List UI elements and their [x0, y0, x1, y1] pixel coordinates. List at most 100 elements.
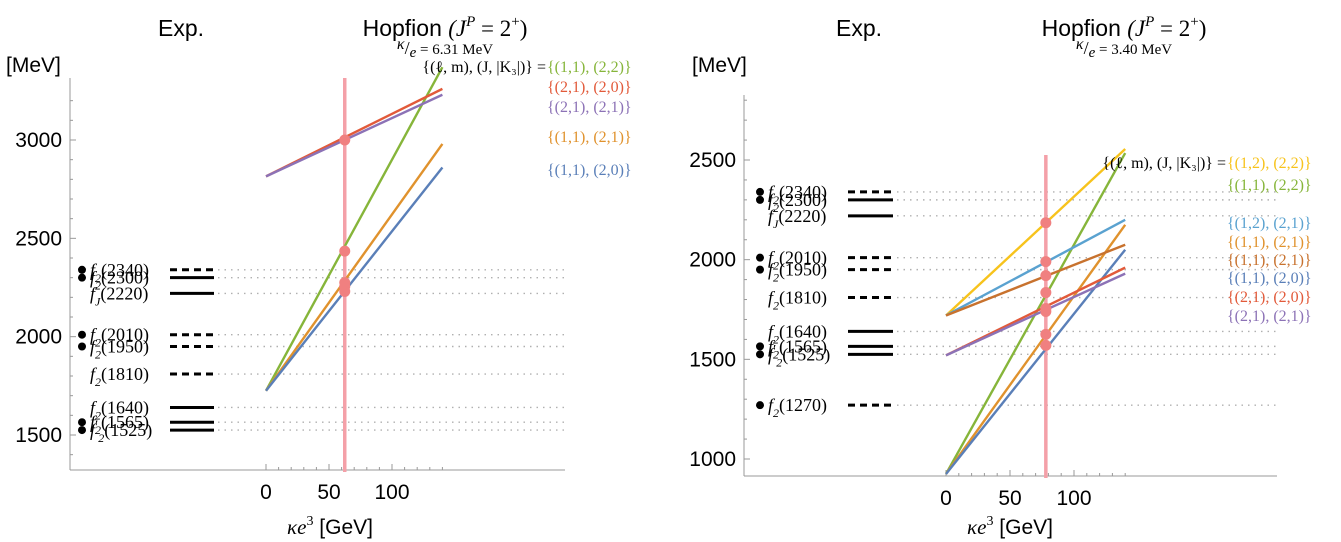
exp-state-label: f2(1270) [768, 395, 827, 420]
exp-state-mass: (1950) [779, 260, 827, 281]
legend-entry: {(2,1), (2,0)} [547, 79, 632, 96]
series-line [266, 95, 442, 177]
exp-bullet [78, 331, 86, 339]
exp-bullet [78, 418, 86, 426]
chart-title: Hopfion (JP = 2+) [363, 14, 528, 41]
exp-state-mass: (1525) [104, 420, 152, 441]
exp-state-mass: (1525) [782, 344, 830, 365]
exp-bullet [78, 343, 86, 351]
x-axis-label-math: κe [967, 515, 986, 539]
exp-bullet [78, 274, 86, 282]
x-axis-label-math: κe [287, 515, 306, 539]
exp-bullet [78, 426, 86, 434]
series-line [946, 149, 1125, 315]
x-axis-label: κe3 [GeV] [967, 514, 1053, 539]
y-tick-label: 2000 [689, 249, 736, 272]
exp-state-mass: (1270) [779, 395, 827, 416]
series-line [946, 250, 1125, 474]
legend-entry: {(1,2), (2,2)} [1227, 155, 1312, 172]
chart-title-sup: + [1190, 14, 1198, 30]
y-tick-label: 2000 [15, 326, 62, 349]
chart-title-math-end: = 2 [1154, 16, 1190, 41]
series-line [266, 144, 442, 391]
x-tick-label: 100 [374, 481, 409, 504]
exp-header: Exp. [836, 15, 882, 41]
fit-marker [1040, 306, 1051, 317]
exp-bullet [756, 401, 764, 409]
exp-bullet [756, 196, 764, 204]
y-tick-label: 2500 [15, 227, 62, 250]
x-tick-label: 0 [260, 481, 272, 504]
fit-marker [339, 246, 350, 257]
series-line [266, 67, 442, 391]
y-tick-label: 3000 [15, 129, 62, 152]
chart-title-sup: P [465, 14, 475, 30]
chart-title-sup: + [511, 14, 519, 30]
fit-marker [1040, 217, 1051, 228]
legend-entry: {(1,2), (2,1)} [1227, 215, 1312, 232]
x-axis-label-unit: [GeV] [313, 516, 373, 539]
series-line [946, 274, 1125, 356]
x-tick-label: 0 [940, 487, 952, 510]
legend-entry: {(1,1), (2,1)} [1227, 234, 1312, 251]
fit-marker [1040, 270, 1051, 281]
x-axis-label: κe3 [GeV] [287, 514, 373, 539]
fit-marker [339, 135, 350, 146]
ratio-value: = 6.31 MeV [416, 42, 493, 58]
x-tick-label: 50 [998, 487, 1021, 510]
chart-title: Hopfion (JP = 2+) [1042, 14, 1207, 41]
legend-entry: {(2,1), (2,1)} [547, 99, 632, 116]
legend-entry: {(1,1), (2,1)} [1227, 252, 1312, 269]
fit-marker [1040, 329, 1051, 340]
panel-left: 1500 2000 2500 3000 0 50 100 [MeV] κe3 [GeV] Exp.… [6, 14, 632, 539]
exp-state-mass: (1810) [101, 364, 149, 385]
exp-header: Exp. [158, 15, 204, 41]
y-tick-label: 2500 [689, 149, 736, 172]
chart-title-math-end: = 2 [475, 16, 511, 41]
y-tick-label: 1500 [15, 424, 62, 447]
exp-bullet [756, 350, 764, 358]
exp-bullet [78, 266, 86, 274]
y-axis-label: [MeV] [692, 54, 747, 77]
legend-entry: {(1,1), (2,2)} [547, 59, 632, 76]
chart-title-sup: P [1144, 14, 1154, 30]
legend-entry: {(2,1), (2,1)} [1227, 308, 1312, 325]
x-axis-label-sup: 3 [986, 514, 993, 529]
fit-marker [1040, 287, 1051, 298]
chart-title-math: (J [1127, 16, 1147, 41]
exp-state-mass: (2220) [100, 283, 148, 304]
series-line [266, 168, 442, 391]
x-tick-label: 100 [1056, 487, 1091, 510]
fit-marker [339, 286, 350, 297]
y-tick-label: 1000 [689, 448, 736, 471]
chart-title-math: (J [448, 16, 468, 41]
legend-header: {(ℓ, m), (J, |K₃|)} = [422, 59, 546, 76]
exp-bullet [756, 188, 764, 196]
y-axis-label: [MeV] [6, 54, 61, 77]
exp-state-mass: (1810) [779, 288, 827, 309]
fit-marker [1040, 340, 1051, 351]
legend-entry: {(1,1), (2,1)} [547, 129, 632, 146]
x-tick-label: 50 [317, 481, 340, 504]
exp-state-label: f2(1810) [768, 288, 827, 313]
exp-state-mass: (2220) [778, 206, 826, 227]
series-line [946, 225, 1125, 474]
panel-right: 1000 1500 2000 2500 0 50 100 [MeV] κe3 [GeV] Exp.… [689, 14, 1311, 539]
legend-entry: {(1,1), (2,0)} [1227, 270, 1312, 287]
legend-header: {(ℓ, m), (J, |K₃|)} = [1102, 155, 1226, 172]
x-axis-label-sup: 3 [306, 514, 313, 529]
exp-bullet [756, 342, 764, 350]
chart-title-close: ) [520, 16, 528, 41]
exp-state-label: f2(1810) [90, 364, 149, 389]
exp-bullet [756, 254, 764, 262]
exp-state-mass: (1950) [101, 337, 149, 358]
legend-entry: {(1,1), (2,2)} [1227, 177, 1312, 194]
ratio-value: = 3.40 MeV [1095, 42, 1172, 58]
legend-entry: {(2,1), (2,0)} [1227, 289, 1312, 306]
legend-entry: {(1,1), (2,0)} [547, 162, 632, 179]
fit-marker [1040, 256, 1051, 267]
exp-bullet [756, 266, 764, 274]
y-tick-label: 1500 [689, 348, 736, 371]
chart-title-close: ) [1199, 16, 1207, 41]
